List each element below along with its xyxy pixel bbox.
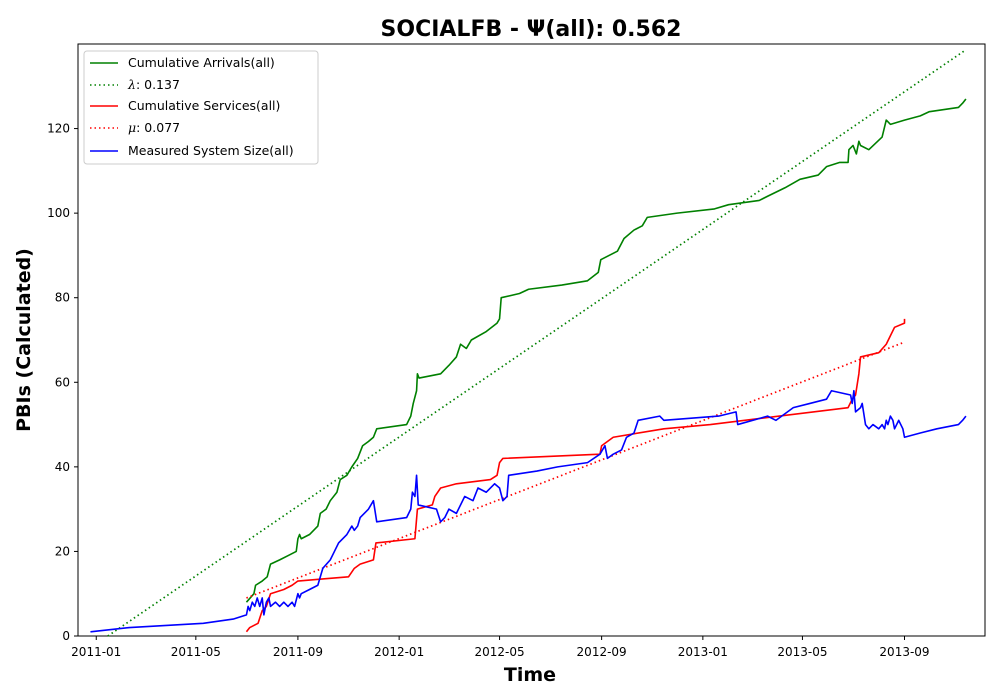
legend: Cumulative Arrivals(all) λ: 0.137 Cumula… [83, 50, 319, 165]
x-tick-label: 2012-01 [374, 645, 424, 659]
legend-mu-symbol: μ [128, 120, 136, 135]
legend-mu-value: : 0.077 [136, 120, 180, 135]
series-line-cumulative-arrivals-all [245, 98, 967, 603]
legend-label-system-size: Measured System Size(all) [128, 143, 294, 158]
y-tick-label: 60 [55, 375, 70, 389]
series-layer [90, 49, 967, 637]
legend-label-mu: μ: 0.077 [128, 120, 180, 135]
x-tick-label: 2012-05 [474, 645, 524, 659]
x-tick-label: 2013-05 [777, 645, 827, 659]
x-tick-label: 2013-01 [678, 645, 728, 659]
y-tick-label: 120 [47, 122, 70, 136]
series-line-cumulative-services-all [245, 318, 906, 633]
series-line-0-137 [107, 49, 966, 637]
legend-lambda-symbol: λ [127, 77, 136, 92]
y-tick-label: 0 [62, 629, 70, 643]
x-axis-label: Time [504, 664, 556, 686]
x-tick-label: 2011-09 [273, 645, 323, 659]
x-tick-label: 2012-09 [577, 645, 627, 659]
x-tick-label: 2011-01 [71, 645, 121, 659]
legend-label-services: Cumulative Services(all) [128, 98, 280, 113]
legend-label-lambda: λ: 0.137 [127, 77, 180, 92]
x-axis: 2011-01 2011-05 2011-09 2012-01 2012-05 2012-… [71, 636, 930, 659]
y-tick-label: 80 [55, 291, 70, 305]
y-tick-label: 20 [55, 544, 70, 558]
y-axis: 0 20 40 60 80 100 120 [47, 122, 78, 643]
legend-lambda-value: : 0.137 [136, 77, 180, 92]
plot-area [77, 43, 986, 637]
x-tick-label: 2013-09 [879, 645, 929, 659]
y-axis-label: PBIs (Calculated) [13, 248, 35, 432]
chart-title: SOCIALFB - Ψ(all): 0.562 [381, 17, 682, 42]
y-tick-label: 100 [47, 206, 70, 220]
y-tick-label: 40 [55, 460, 70, 474]
legend-label-arrivals: Cumulative Arrivals(all) [128, 55, 275, 70]
x-tick-label: 2011-05 [171, 645, 221, 659]
series-line-0-077 [246, 341, 905, 599]
series-line-measured-system-size-all [90, 389, 967, 633]
legend-box [83, 50, 319, 165]
